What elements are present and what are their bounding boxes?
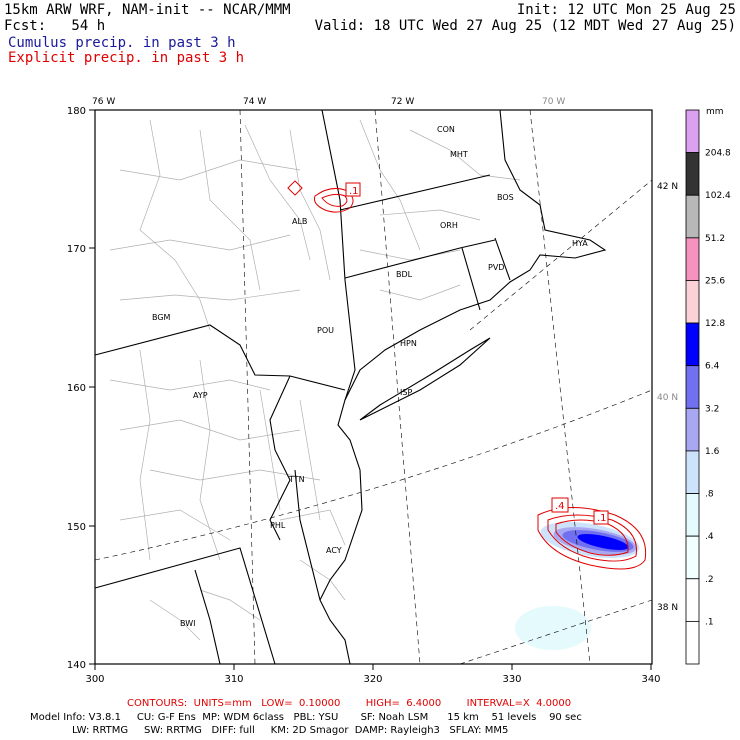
colorbar-swatch: [685, 407, 700, 452]
colorbar-labels: 204.8 102.4 51.2 25.6 12.8 6.4 3.2 1.6 .8 .4 .2 .1: [705, 149, 731, 628]
model-title: 15km ARW WRF, NAM-init -- NCAR/MMM: [4, 2, 291, 18]
y-tick-label: 160: [67, 383, 86, 394]
colorbar-swatch: [685, 535, 700, 580]
colorbar-level: 51.2: [705, 234, 725, 244]
colorbar-swatch: [685, 450, 700, 494]
contour-label-3: .1: [597, 513, 607, 524]
station-label: PHL: [270, 521, 286, 530]
station-label: CON: [437, 125, 455, 134]
y-tick-label: 170: [67, 244, 86, 255]
colorbar-level: 1.6: [705, 447, 720, 457]
colorbar: [685, 109, 700, 665]
x-tick-label: 340: [641, 674, 660, 685]
colorbar-level: 25.6: [705, 276, 725, 286]
colorbar-level: 102.4: [705, 191, 731, 201]
lat-label: 42 N: [657, 182, 678, 192]
station-label: MHT: [450, 150, 468, 159]
colorbar-swatch: [685, 194, 700, 239]
station-label: HYA: [572, 239, 588, 248]
lon-label: 76 W: [92, 97, 115, 107]
contour-label-1: .1: [349, 186, 359, 197]
precip-shading: [515, 522, 640, 650]
colorbar-level: 12.8: [705, 319, 725, 329]
colorbar-level: 204.8: [705, 149, 731, 159]
station-label: BDL: [396, 270, 413, 279]
county-lines: [109, 119, 521, 641]
station-label: TTN: [288, 475, 305, 484]
lon-labels: 76 W 74 W 72 W 70 W: [92, 97, 565, 107]
lon-label: 72 W: [391, 97, 414, 107]
colorbar-level: .8: [705, 490, 714, 500]
colorbar-level: .2: [705, 575, 714, 585]
map-frame: [94, 109, 653, 665]
colorbar-unit: mm: [706, 107, 724, 117]
colorbar-swatch: [685, 237, 700, 281]
station-label: ORH: [440, 221, 458, 230]
colorbar-swatch: [685, 109, 700, 154]
colorbar-swatch: [685, 322, 700, 367]
colorbar-swatch: [685, 493, 700, 537]
colorbar-swatch: [685, 280, 700, 324]
model-info-line1: Model Info: V3.8.1 CU: G-F Ens MP: WDM 6…: [30, 712, 582, 723]
y-tick-label: 180: [67, 106, 86, 117]
contour-labels: .1 .4 .1: [345, 182, 609, 525]
lat-labels: 42 N 40 N 38 N: [657, 182, 678, 613]
station-label: AYP: [193, 391, 208, 400]
colorbar-swatch: [685, 365, 700, 409]
precip-contours: [287, 180, 647, 570]
lon-label: 70 W: [542, 97, 565, 107]
cumulus-label: Cumulus precip. in past 3 h: [8, 35, 236, 51]
lat-label: 38 N: [657, 603, 678, 613]
coastline: [294, 109, 607, 665]
station-labels: CON MHT BOS ORH HYA PVD BDL ALB BGM POU …: [152, 125, 588, 628]
model-info-line2: LW: RRTMG SW: RRTMG DIFF: full KM: 2D Sm…: [72, 725, 509, 736]
colorbar-swatch: [685, 620, 700, 665]
contour-label-2: .4: [555, 501, 565, 512]
lon-label: 74 W: [243, 97, 266, 107]
colorbar-swatch: [685, 152, 700, 196]
x-tick-label: 320: [363, 674, 382, 685]
lat-label: 40 N: [657, 393, 678, 403]
station-label: BWI: [180, 619, 195, 628]
contours-info: CONTOURS: UNITS=mm LOW= 0.10000 HIGH= 6.…: [127, 698, 572, 709]
x-tick-label: 310: [224, 674, 243, 685]
x-tick-label: 300: [85, 674, 104, 685]
forecast-hour: Fcst: 54 h: [4, 18, 106, 34]
y-tick-labels: 140 150 160 170 180: [67, 106, 86, 671]
colorbar-level: .4: [705, 532, 714, 542]
explicit-label: Explicit precip. in past 3 h: [8, 50, 245, 66]
station-label: ALB: [292, 217, 307, 226]
y-tick-label: 150: [67, 522, 86, 533]
station-label: POU: [317, 326, 334, 335]
latlon-grid: [94, 109, 653, 665]
colorbar-level: 6.4: [705, 362, 720, 372]
x-tick-labels: 300 310 320 330 340: [85, 674, 660, 685]
valid-time: Valid: 18 UTC Wed 27 Aug 25 (12 MDT Wed …: [314, 18, 736, 34]
colorbar-swatch: [685, 578, 700, 622]
colorbar-level: 3.2: [705, 404, 719, 414]
station-label: BGM: [152, 313, 171, 322]
station-label: BOS: [497, 193, 514, 202]
axis-ticks: [89, 109, 652, 670]
station-label: PVD: [488, 263, 504, 272]
colorbar-level: .1: [705, 617, 714, 627]
init-time: Init: 12 UTC Mon 25 Aug 25: [516, 2, 736, 18]
station-label: ISP: [400, 388, 412, 397]
station-label: HPN: [400, 339, 417, 348]
y-tick-label: 140: [67, 660, 86, 671]
station-label: ACY: [326, 546, 342, 555]
x-tick-label: 330: [502, 674, 521, 685]
state-borders: [94, 109, 511, 665]
